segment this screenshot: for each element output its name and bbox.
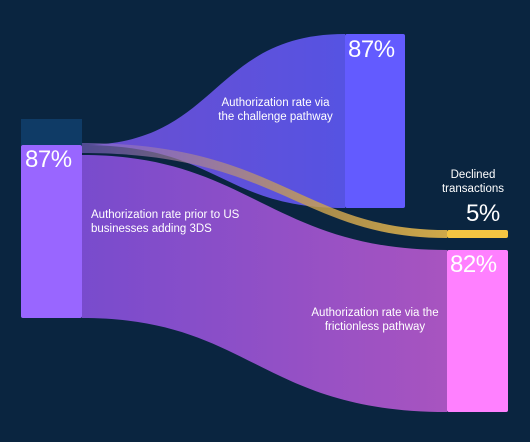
frictionless-label: Authorization rate via the frictionless … bbox=[311, 307, 439, 333]
flow-declined bbox=[82, 143, 447, 238]
source-node-header bbox=[21, 119, 82, 145]
challenge-value: 87% bbox=[348, 36, 395, 63]
challenge-label: Authorization rate via the challenge pat… bbox=[218, 97, 333, 123]
flow-frictionless bbox=[82, 155, 447, 412]
frictionless-value: 82% bbox=[450, 251, 497, 278]
declined-label: Declined transactions bbox=[441, 169, 504, 195]
source-value: 87% bbox=[25, 146, 72, 173]
source-node bbox=[21, 145, 82, 318]
frictionless-node bbox=[447, 250, 508, 412]
challenge-node bbox=[345, 34, 405, 208]
declined-value: 5% bbox=[466, 200, 500, 227]
declined-node bbox=[447, 230, 508, 238]
flow-challenge bbox=[82, 34, 345, 208]
source-label: Authorization rate prior to US businesse… bbox=[91, 209, 240, 235]
